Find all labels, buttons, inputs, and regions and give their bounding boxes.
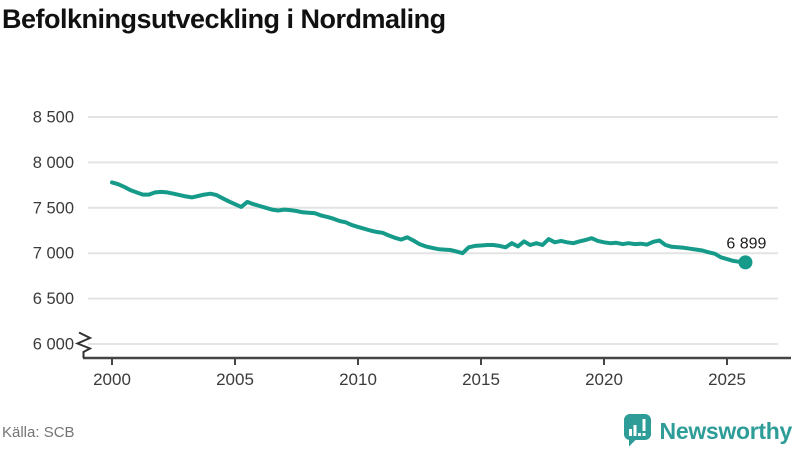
y-axis-tick-label: 8 500 xyxy=(33,109,74,127)
chart-title: Befolkningsutveckling i Nordmaling xyxy=(2,4,446,34)
population-line-chart: 6 000 6 500 7 000 7 500 8 000 8 500 2000 2005 20… xyxy=(33,109,791,389)
x-axis-tick-label: 2025 xyxy=(708,370,746,389)
last-point-marker xyxy=(738,255,753,270)
x-axis-tick-label: 2000 xyxy=(93,370,131,389)
axis-break-icon xyxy=(74,331,93,358)
y-axis-tick-label: 7 000 xyxy=(33,245,74,263)
last-value-label: 6 899 xyxy=(726,235,766,252)
x-axis-tick-label: 2020 xyxy=(585,370,623,389)
x-axis-tick-label: 2010 xyxy=(339,370,377,389)
source-note: Källa: SCB xyxy=(2,424,75,441)
y-axis-tick-label: 7 500 xyxy=(33,199,74,217)
x-axis-tick-label: 2005 xyxy=(216,370,254,389)
x-axis-tick-label: 2015 xyxy=(462,370,500,389)
y-axis-tick-label: 8 000 xyxy=(33,154,74,172)
newsworthy-logo[interactable]: Newsworthy xyxy=(623,414,793,448)
population-line xyxy=(110,180,748,265)
y-axis-tick-label: 6 500 xyxy=(33,290,74,308)
newsworthy-logo-icon xyxy=(623,414,651,447)
newsworthy-logo-text: Newsworthy xyxy=(659,417,793,444)
y-axis-tick-label: 6 000 xyxy=(33,336,74,354)
